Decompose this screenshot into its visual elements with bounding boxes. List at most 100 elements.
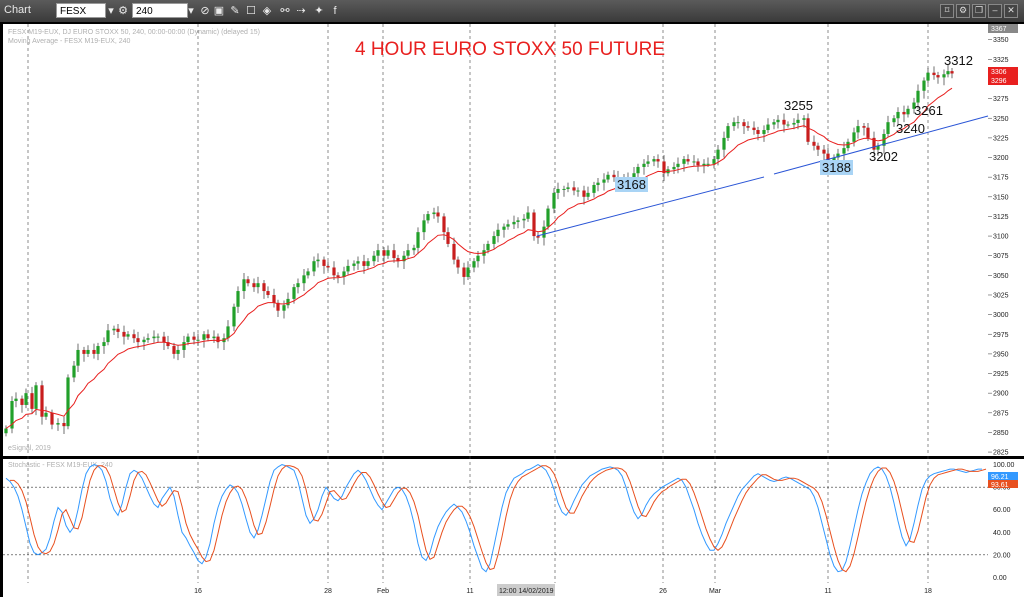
twitter-icon[interactable]: ✦ xyxy=(314,5,324,17)
candle-body xyxy=(232,306,236,327)
interval-input[interactable]: 240 xyxy=(132,3,188,18)
candle-body xyxy=(722,137,726,150)
candle-body xyxy=(486,243,490,251)
candle-body xyxy=(676,163,680,167)
candle-body xyxy=(652,159,656,162)
candle-body xyxy=(762,130,766,134)
candle-body xyxy=(936,75,940,78)
candle-body xyxy=(276,302,280,311)
settings-icon[interactable]: ⚙ xyxy=(956,4,970,18)
window-title: Chart xyxy=(4,4,31,16)
trendline-extension[interactable] xyxy=(773,115,989,175)
symbol-input[interactable]: FESX M19-E xyxy=(56,3,106,32)
candle-body xyxy=(556,188,560,193)
candle-body xyxy=(92,349,96,354)
minimize-icon[interactable]: – xyxy=(988,4,1002,18)
candle-body xyxy=(546,208,550,227)
draw-icon[interactable]: ⊘ xyxy=(200,5,210,17)
candle-body xyxy=(802,118,806,120)
price-tick-label: 2850 xyxy=(993,430,1009,437)
candle-body xyxy=(312,261,316,272)
candle-body xyxy=(706,163,710,165)
annotation-labels: 3312 3255 3261 3240 3202 3168 3188 xyxy=(615,53,973,192)
grid-icon[interactable]: ▣ xyxy=(213,5,225,17)
candle-body xyxy=(4,428,8,434)
candle-body xyxy=(212,336,216,339)
candle-body xyxy=(322,259,326,266)
price-tick-label: 3025 xyxy=(993,292,1009,299)
moving-average-line xyxy=(5,87,953,429)
candle-body xyxy=(10,401,14,429)
restore-icon[interactable]: ❐ xyxy=(972,4,986,18)
candle-body xyxy=(192,336,196,340)
candle-body xyxy=(34,385,38,409)
stoch-k-text: 96.21 xyxy=(991,474,1009,481)
candle-body xyxy=(542,226,546,238)
candle-body xyxy=(152,336,156,339)
candle-body xyxy=(766,124,770,131)
candle-body xyxy=(946,71,950,75)
candle-body xyxy=(852,132,856,142)
time-tick-label: 28 xyxy=(324,588,332,595)
price-tick-label: 3250 xyxy=(993,116,1009,123)
stoch-d-tag xyxy=(988,480,1018,488)
candle-body xyxy=(866,127,870,138)
candle-body xyxy=(326,265,330,268)
price-tick-label: 2875 xyxy=(993,410,1009,417)
price-tick-label: 3200 xyxy=(993,155,1009,162)
candle-body xyxy=(82,349,86,354)
candle-body xyxy=(796,119,800,123)
candle-body xyxy=(442,216,446,233)
candle-body xyxy=(906,108,910,115)
candle-body xyxy=(282,305,286,311)
tools-icon[interactable]: ✎ xyxy=(230,5,240,17)
candle-body xyxy=(942,74,946,78)
candle-body xyxy=(806,118,810,142)
candle-body xyxy=(102,342,106,347)
candle-body xyxy=(106,330,110,343)
interval-dropdown-icon[interactable]: ▾ xyxy=(188,5,194,17)
stoch-tick-label: 0.00 xyxy=(993,575,1007,582)
tag-icon[interactable]: ☐ xyxy=(246,5,256,17)
layers-icon[interactable]: ◈ xyxy=(262,5,272,17)
candle-body xyxy=(902,111,906,115)
candle-body xyxy=(396,258,400,262)
candle-body xyxy=(132,334,136,339)
stoch-tick-label: 60.00 xyxy=(993,507,1011,514)
last-price-tag-top xyxy=(988,24,1018,33)
annotation-3188-box xyxy=(820,160,853,175)
price-tick-label: 3350 xyxy=(993,37,1009,44)
candle-body xyxy=(356,261,360,264)
link-icon[interactable]: ⚯ xyxy=(280,5,290,17)
candle-body xyxy=(562,188,566,190)
price-tick-label: 3150 xyxy=(993,194,1009,201)
candle-body xyxy=(362,261,366,266)
pin-icon[interactable]: ⌑ xyxy=(940,4,954,18)
candle-body xyxy=(446,232,450,244)
sync-icon[interactable]: ⚙ xyxy=(118,5,128,17)
stoch-tick-label: 40.00 xyxy=(993,530,1011,537)
price-tick-label: 3225 xyxy=(993,135,1009,142)
candle-body xyxy=(50,412,54,425)
candle-body xyxy=(202,334,206,340)
price-tick-label: 2900 xyxy=(993,391,1009,398)
close-icon[interactable]: ✕ xyxy=(1004,4,1018,18)
chart-canvas[interactable]: 3350332533003275325032253200317531503125… xyxy=(0,22,1024,597)
candle-body xyxy=(72,365,76,378)
candle-body xyxy=(792,122,796,125)
facebook-icon[interactable]: f xyxy=(333,5,337,17)
symbol-dropdown-icon[interactable]: ▾ xyxy=(108,5,114,17)
candle-body xyxy=(552,192,556,209)
candle-body xyxy=(712,159,716,164)
candle-body xyxy=(372,255,376,262)
candle-body xyxy=(40,385,44,417)
candle-body xyxy=(586,192,590,197)
candle-body xyxy=(162,336,166,343)
candle-body xyxy=(216,336,220,343)
share-icon[interactable]: ⇢ xyxy=(296,5,306,17)
candle-body xyxy=(662,161,666,174)
candle-body xyxy=(44,412,48,417)
trendline[interactable] xyxy=(536,176,765,237)
candle-body xyxy=(886,122,890,134)
